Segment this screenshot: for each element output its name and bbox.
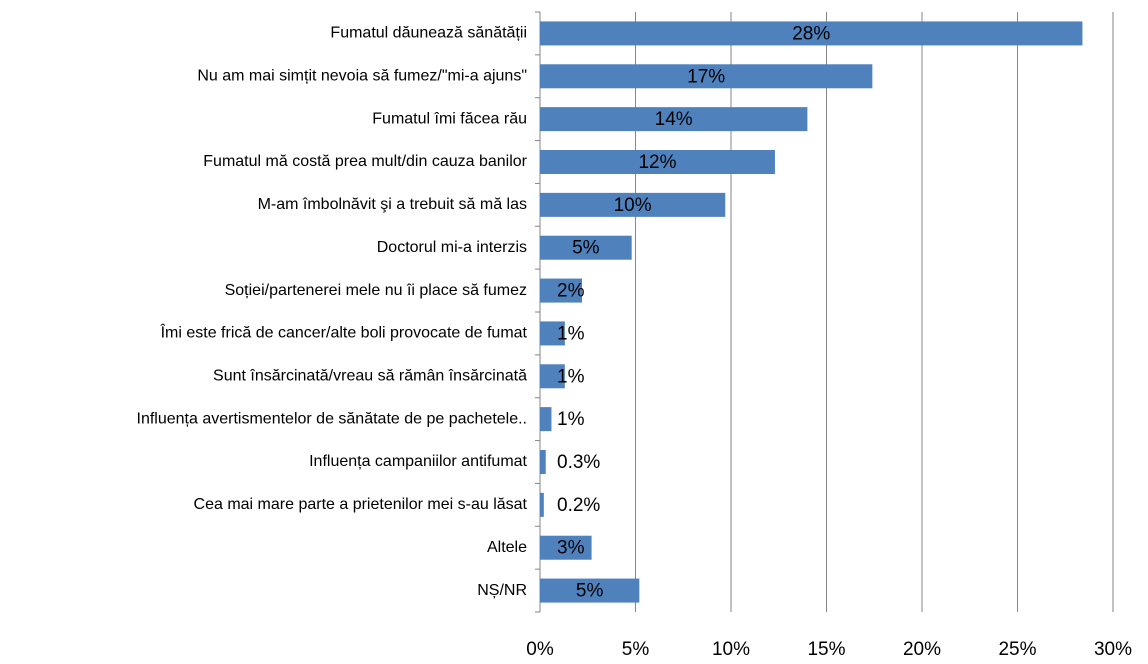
- value-label: 1%: [557, 366, 585, 387]
- bar: [540, 535, 592, 560]
- category-label: Altele: [487, 539, 527, 556]
- value-label: 1%: [557, 323, 585, 344]
- bar: [540, 192, 726, 217]
- bar: [540, 235, 632, 260]
- category-label: Doctorul mi-a interzis: [377, 239, 527, 256]
- bar: [540, 21, 1083, 46]
- bar: [540, 278, 583, 303]
- value-label: 28%: [792, 23, 830, 44]
- category-label: Fumatul dăunează sănătății: [330, 25, 527, 42]
- x-tick-label: 25%: [998, 639, 1036, 660]
- category-label: Influența avertismentelor de sănătate de…: [137, 410, 527, 427]
- category-label: Nu am mai simțit nevoia să fumez/"mi-a a…: [197, 68, 527, 85]
- value-label: 0.2%: [557, 495, 600, 516]
- category-label: Fumatul îmi făcea rău: [372, 110, 527, 127]
- bar: [540, 578, 640, 603]
- category-label: Sunt însărcinată/vreau să rămân însărcin…: [213, 368, 527, 385]
- x-tick-label: 30%: [1094, 639, 1132, 660]
- x-tick-label: 15%: [807, 639, 845, 660]
- bar: [540, 107, 808, 132]
- bar: [540, 150, 775, 174]
- category-label: Soției/partenerei mele nu îi place să fu…: [225, 282, 527, 299]
- value-label: 5%: [576, 581, 604, 602]
- bar: [540, 450, 546, 474]
- value-label: 5%: [572, 238, 600, 259]
- x-tick-label: 5%: [622, 639, 650, 660]
- value-label: 0.3%: [557, 452, 600, 473]
- value-label: 10%: [614, 195, 652, 216]
- bar: [540, 64, 873, 89]
- value-label: 17%: [687, 66, 725, 87]
- value-label: 3%: [557, 538, 585, 559]
- value-label: 2%: [557, 281, 585, 302]
- category-label: M-am îmbolnăvit şi a trebuit să mă las: [258, 196, 527, 213]
- category-label: NȘ/NR: [477, 582, 527, 599]
- category-label: Influența campaniilor antifumat: [309, 453, 527, 470]
- bar: [540, 321, 565, 346]
- x-tick-label: 10%: [712, 639, 750, 660]
- bar: [540, 492, 544, 517]
- x-tick-label: 20%: [903, 639, 941, 660]
- category-label: Fumatul mă costă prea mult/din cauza ban…: [203, 153, 527, 170]
- value-label: 1%: [557, 409, 585, 430]
- x-tick-label: 0%: [526, 639, 554, 660]
- value-label: 14%: [655, 109, 693, 130]
- value-label: 12%: [638, 152, 676, 173]
- category-label: Îmi este frică de cancer/alte boli provo…: [160, 323, 528, 342]
- category-label: Cea mai mare parte a prietenilor mei s-a…: [194, 496, 528, 513]
- bar: [540, 407, 552, 432]
- bar: [540, 364, 565, 389]
